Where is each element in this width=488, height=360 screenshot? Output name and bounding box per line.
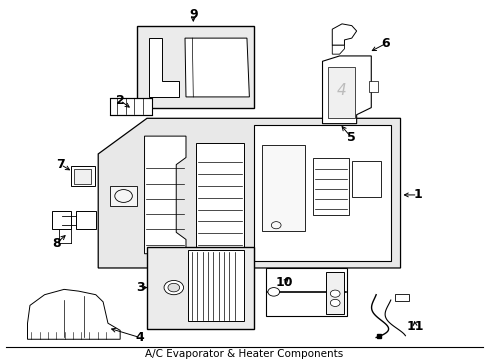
- Bar: [266, 268, 346, 316]
- Circle shape: [330, 290, 339, 297]
- Bar: [110, 186, 137, 206]
- Text: 3: 3: [136, 281, 144, 294]
- Polygon shape: [98, 118, 400, 268]
- Text: 10: 10: [275, 276, 293, 289]
- Polygon shape: [144, 136, 185, 254]
- Polygon shape: [27, 289, 120, 339]
- Bar: [76, 211, 96, 229]
- Bar: [328, 67, 354, 118]
- Bar: [71, 166, 95, 186]
- Text: 11: 11: [406, 320, 423, 333]
- Circle shape: [163, 280, 183, 295]
- Bar: [188, 250, 244, 321]
- Text: 4: 4: [336, 83, 346, 98]
- Bar: [261, 145, 305, 230]
- Text: 2: 2: [116, 94, 124, 107]
- Polygon shape: [331, 24, 356, 45]
- Bar: [52, 211, 71, 229]
- Text: 6: 6: [381, 37, 389, 50]
- Bar: [195, 143, 244, 250]
- Bar: [147, 247, 254, 329]
- Text: A/C Evaporator & Heater Components: A/C Evaporator & Heater Components: [145, 348, 343, 359]
- Bar: [254, 125, 390, 261]
- Text: 9: 9: [188, 8, 197, 22]
- Bar: [326, 271, 344, 314]
- Bar: [312, 158, 348, 215]
- Bar: [74, 169, 91, 184]
- Circle shape: [167, 283, 179, 292]
- Polygon shape: [149, 38, 178, 97]
- Text: 8: 8: [52, 237, 61, 249]
- Bar: [394, 294, 408, 301]
- Text: 1: 1: [412, 188, 421, 202]
- Text: 7: 7: [56, 158, 65, 171]
- Text: 5: 5: [346, 131, 355, 144]
- Bar: [110, 98, 152, 115]
- Bar: [137, 26, 254, 108]
- Bar: [351, 161, 380, 197]
- Text: 4: 4: [135, 331, 144, 344]
- Circle shape: [267, 288, 279, 296]
- Polygon shape: [322, 56, 370, 123]
- Polygon shape: [184, 38, 249, 97]
- Bar: [368, 81, 377, 91]
- Polygon shape: [331, 45, 344, 54]
- Circle shape: [330, 300, 339, 306]
